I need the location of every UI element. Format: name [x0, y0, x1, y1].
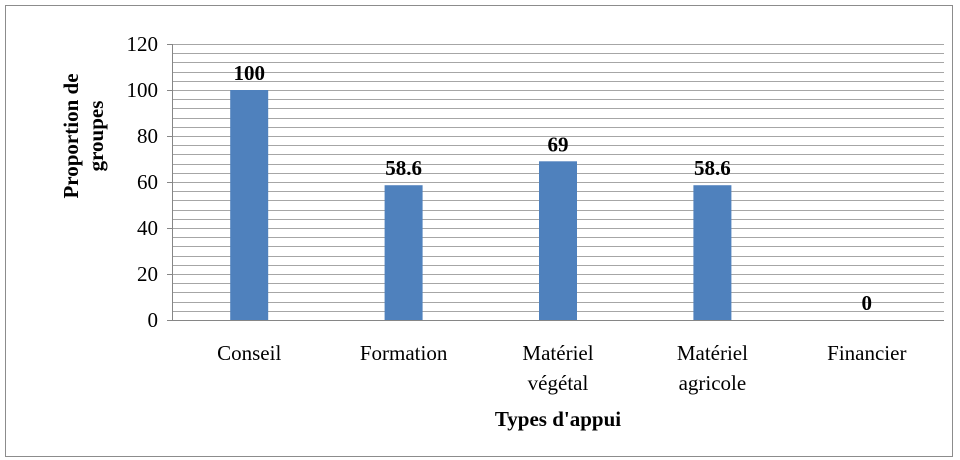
y-tick-labels: 0 20 40 60 80 100 120	[127, 32, 159, 332]
data-label: 58.6	[694, 156, 731, 180]
data-label: 69	[548, 132, 569, 156]
x-tick-label: Conseil	[217, 341, 281, 365]
bar	[230, 90, 269, 320]
data-label: 100	[233, 61, 265, 85]
y-tick-label: 20	[137, 262, 158, 286]
chart-frame: 0 20 40 60 80 100 120 Conseil Formation Matériel…	[5, 5, 953, 457]
y-tick-label: 100	[127, 78, 159, 102]
bar-chart: 0 20 40 60 80 100 120 Conseil Formation Matériel…	[59, 32, 944, 431]
data-label: 58.6	[385, 156, 422, 180]
y-tick-label: 40	[137, 216, 158, 240]
data-label: 0	[862, 291, 873, 315]
data-labels: 100 58.6 69 58.6 0	[233, 61, 872, 315]
y-axis-title: Proportion degroupes	[59, 73, 108, 198]
y-tick-label: 120	[127, 32, 159, 56]
y-tick-label: 60	[137, 170, 158, 194]
y-tick-label: 0	[148, 308, 159, 332]
bar	[539, 161, 577, 320]
y-tick-label: 80	[137, 124, 158, 148]
x-tick-label: Financier	[827, 341, 906, 365]
x-axis-title: Types d'appui	[495, 407, 621, 431]
axes	[167, 44, 944, 321]
bars	[230, 90, 732, 320]
bar	[384, 185, 423, 320]
bar	[693, 185, 732, 320]
x-tick-labels: Conseil Formation Matériel végétal Matériel a…	[217, 341, 906, 395]
x-tick-label: Matériel végétal	[522, 341, 593, 395]
x-tick-label: Matériel agricole	[677, 341, 748, 395]
x-tick-label: Formation	[360, 341, 448, 365]
